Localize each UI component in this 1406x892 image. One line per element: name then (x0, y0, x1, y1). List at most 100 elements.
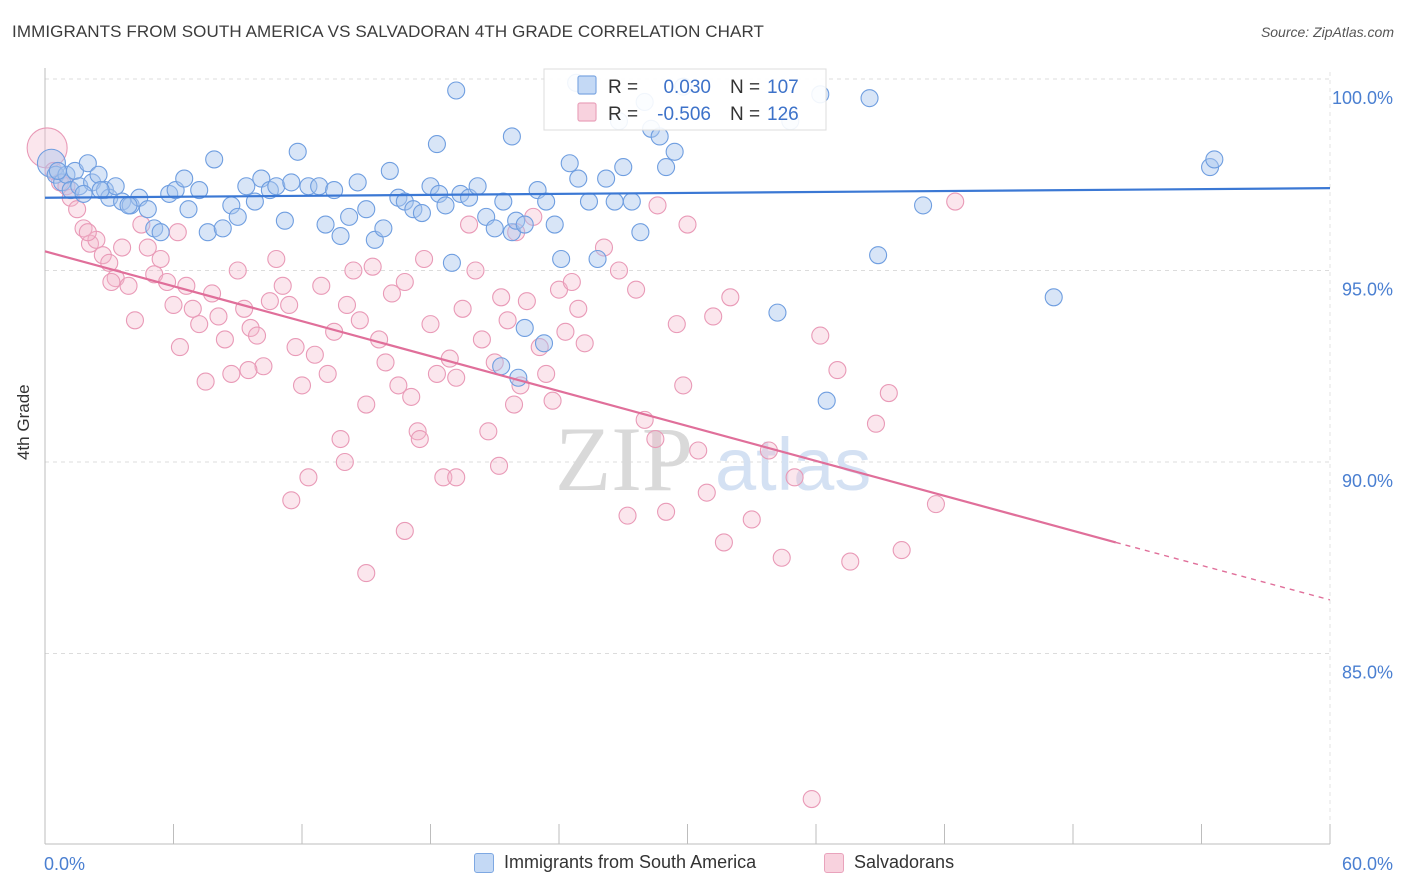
salvadoran-point (357, 395, 376, 414)
salvadoran-point (704, 307, 723, 326)
stats-n-label: N = (730, 104, 760, 125)
salvadoran-point (312, 276, 331, 295)
south-america-point (1044, 288, 1063, 307)
south-america-point (502, 127, 521, 146)
salvadoran-point (421, 315, 440, 334)
salvadoran-point (318, 364, 337, 383)
salvadoran-point (350, 311, 369, 330)
salvadoran-point (113, 238, 132, 257)
legend-item-salvadorans[interactable]: Salvadorans (824, 852, 954, 873)
salvadoran-point (151, 249, 170, 269)
salvadoran-point (609, 261, 629, 280)
salvadoran-point (254, 357, 273, 376)
salvadoran-point (78, 223, 97, 242)
south-america-point (48, 161, 67, 180)
south-america-point (357, 200, 376, 219)
salvadoran-point (357, 564, 376, 583)
salvadoran-point (714, 533, 733, 552)
salvadoran-point (689, 441, 708, 460)
salvadoran-point (382, 284, 402, 303)
salvadoran-point (395, 272, 414, 292)
south-america-point (245, 192, 264, 211)
salvadoran-point (247, 326, 267, 345)
salvadoran-point (286, 338, 305, 357)
salvadoran-point (447, 468, 466, 487)
salvadoran-point (678, 215, 697, 234)
salvadoran-point (389, 376, 408, 395)
salvadoran-point (282, 491, 301, 510)
salvadoran-point (410, 429, 429, 449)
salvadoran-point (811, 326, 830, 345)
south-america-point (228, 207, 247, 226)
salvadoran-point (228, 261, 247, 280)
south-america-point (106, 177, 125, 196)
south-america-point (89, 165, 108, 184)
south-america-point (597, 169, 616, 188)
salvadoran-point (537, 364, 556, 383)
south-america-point (552, 249, 571, 269)
south-america-point (817, 391, 836, 410)
salvadorans-points (26, 127, 965, 809)
south-america-point (374, 219, 393, 238)
salvadoran-point (828, 361, 847, 380)
south-america-point (869, 246, 888, 265)
salvadoran-point (292, 376, 312, 395)
salvadoran-point (618, 506, 637, 525)
salvadoran-point (674, 376, 693, 395)
salvadoran-point (280, 295, 299, 315)
south-america-point (442, 253, 461, 272)
salvadoran-point (569, 299, 588, 318)
south-america-point (588, 249, 607, 269)
salvadoran-point (926, 495, 945, 514)
south-america-point (560, 154, 579, 173)
salvadoran-point (125, 311, 144, 330)
south-america-point (622, 192, 641, 211)
stats-r-value: 0.030 (663, 77, 711, 98)
y-tick-label: 100.0% (1332, 88, 1393, 108)
south-america-point (507, 211, 526, 230)
south-america-point (151, 223, 170, 242)
salvadoran-point (440, 349, 459, 368)
south-america-point (78, 154, 97, 173)
stats-n-value: 107 (767, 77, 799, 98)
south-america-point (468, 177, 487, 196)
salvadoran-point (168, 223, 187, 242)
salvadoran-point (299, 468, 318, 487)
legend-item-south-america[interactable]: Immigrants from South America (474, 852, 756, 873)
south-america-point (545, 215, 564, 234)
salvadoran-point (459, 215, 479, 234)
chart-title: IMMIGRANTS FROM SOUTH AMERICA VS SALVADO… (12, 22, 765, 41)
south-america-point (427, 135, 446, 154)
south-america-point (447, 81, 466, 100)
salvadoran-point (376, 353, 395, 372)
salvadoran-point (697, 483, 716, 502)
south-america-point (657, 158, 676, 177)
salvadoran-point (657, 502, 676, 521)
salvadoran-point (517, 292, 536, 311)
salvadoran-point (498, 311, 517, 330)
salvadoran-point (402, 387, 421, 406)
salvadoran-point (164, 295, 183, 315)
salvadoran-point (434, 468, 453, 487)
south-america-point (190, 181, 209, 200)
stats-r-value: -0.506 (657, 104, 711, 125)
south-america-point (537, 192, 556, 211)
y-tick-label: 85.0% (1342, 663, 1393, 683)
salvadoran-point (215, 330, 234, 349)
salvadoran-point (594, 238, 614, 257)
south-america-point (119, 196, 138, 215)
salvadoran-point (190, 315, 209, 334)
south-america-point (175, 169, 194, 188)
tick-labels: 100.0% 95.0% 90.0% 85.0% 0.0% 60.0% (44, 88, 1393, 874)
salvadoran-point (196, 372, 215, 391)
south-america-trend-line (44, 187, 1331, 199)
south-america-point (914, 196, 933, 215)
salvadoran-point (183, 299, 202, 318)
salvadoran-point (772, 548, 791, 567)
salvadoran-point (575, 334, 594, 353)
south-america-point (631, 223, 650, 242)
trend-lines (44, 187, 1331, 601)
south-america-point (138, 200, 157, 219)
salvadoran-point (337, 295, 357, 315)
legend-label-south-america: Immigrants from South America (504, 852, 757, 872)
